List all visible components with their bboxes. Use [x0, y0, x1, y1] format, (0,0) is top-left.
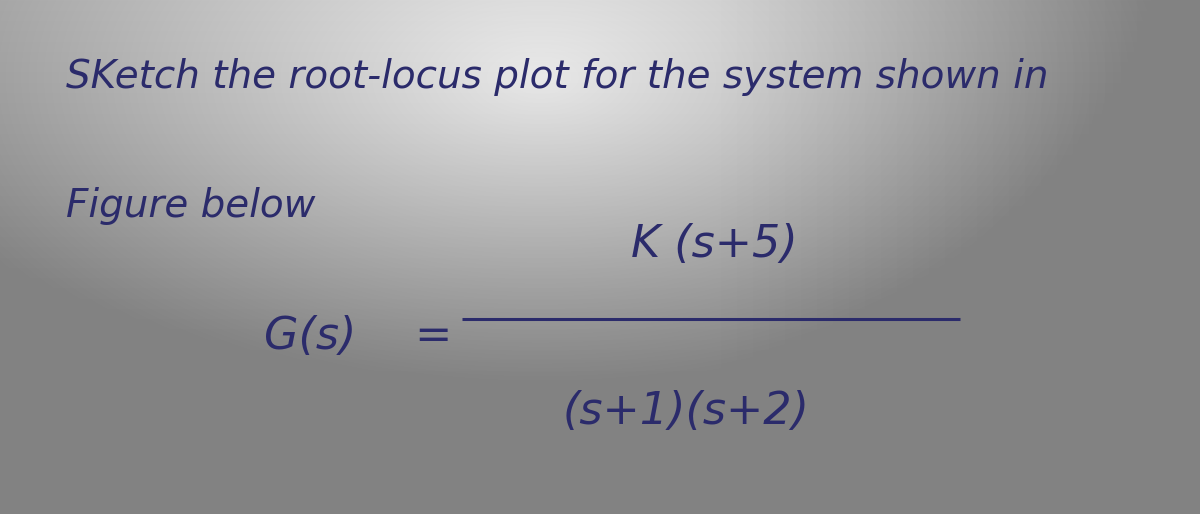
Text: (s+1)(s+2): (s+1)(s+2) — [563, 390, 810, 433]
Text: =: = — [414, 315, 451, 358]
Text: Figure below: Figure below — [66, 187, 316, 225]
Text: SKetch the root-locus plot for the system shown in: SKetch the root-locus plot for the syste… — [66, 58, 1049, 96]
Text: G(s): G(s) — [264, 315, 356, 358]
Text: K (s+5): K (s+5) — [631, 223, 797, 266]
